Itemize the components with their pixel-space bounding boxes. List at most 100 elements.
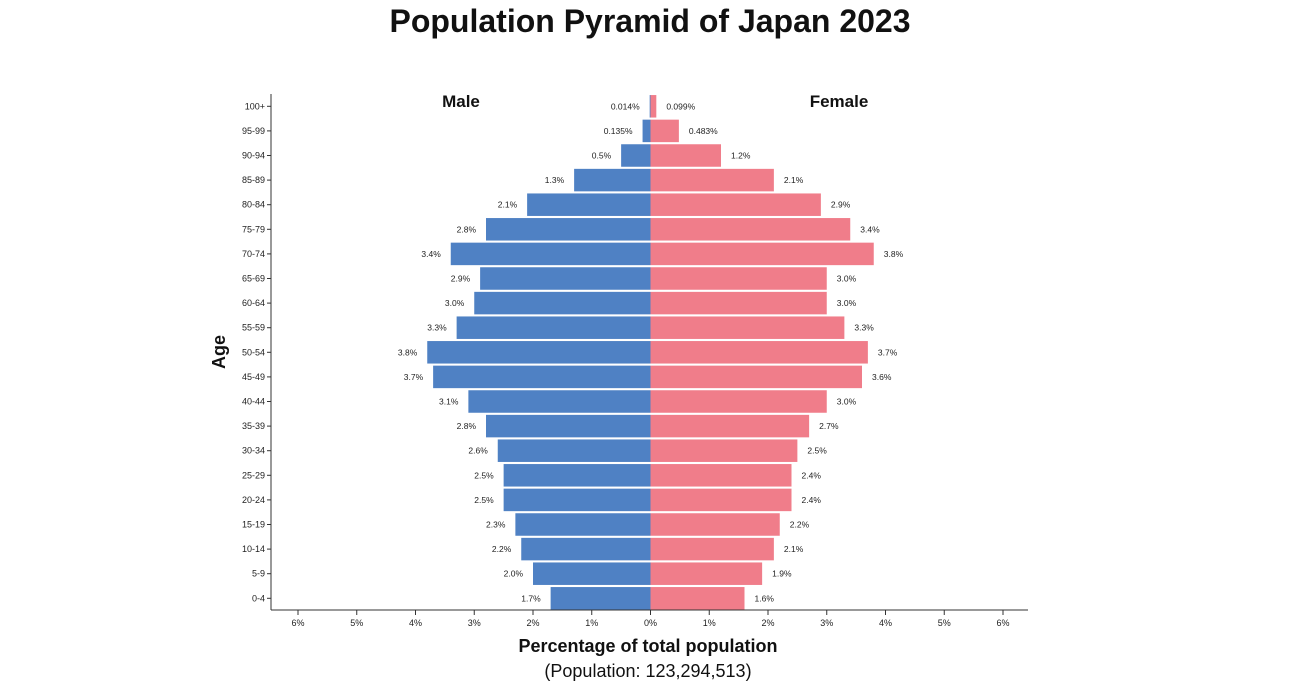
male-label-45-49: 3.7% bbox=[404, 372, 424, 382]
bars-group: 0.014% 0.099% 0.135% 0.483% 0.5% 1.2% 1.3% 2.1%… bbox=[398, 95, 904, 610]
male-label-10-14: 2.2% bbox=[492, 544, 512, 554]
y-tick-label-80-84: 80-84 bbox=[242, 200, 265, 210]
male-label-80-84: 2.1% bbox=[498, 200, 518, 210]
female-label-5-9: 1.9% bbox=[772, 569, 792, 579]
y-tick-label-65-69: 65-69 bbox=[242, 274, 265, 284]
male-bar-25-29 bbox=[503, 464, 651, 487]
y-tick-label-40-44: 40-44 bbox=[242, 397, 265, 407]
female-label-25-29: 2.4% bbox=[802, 470, 822, 480]
y-tick-label-5-9: 5-9 bbox=[252, 569, 265, 579]
male-label-90-94: 0.5% bbox=[592, 151, 612, 161]
female-bar-35-39 bbox=[650, 414, 810, 438]
male-bar-50-54 bbox=[427, 341, 651, 364]
male-label-30-34: 2.6% bbox=[468, 446, 488, 456]
y-tick-label-10-14: 10-14 bbox=[242, 544, 265, 554]
male-label-55-59: 3.3% bbox=[427, 323, 447, 333]
female-label-75-79: 3.4% bbox=[860, 224, 880, 234]
female-label-90-94: 1.2% bbox=[731, 151, 751, 161]
female-label-60-64: 3.0% bbox=[837, 298, 857, 308]
male-label-100plus: 0.014% bbox=[611, 101, 640, 111]
female-bar-90-94 bbox=[650, 144, 721, 167]
male-bar-15-19 bbox=[515, 513, 651, 536]
x-tick-label-9: 3% bbox=[820, 618, 833, 628]
female-label-40-44: 3.0% bbox=[837, 397, 857, 407]
population-subtitle: (Population: 123,294,513) bbox=[544, 661, 751, 681]
female-bar-25-29 bbox=[650, 464, 792, 487]
male-label-50-54: 3.8% bbox=[398, 347, 418, 357]
female-bar-80-84 bbox=[650, 193, 821, 216]
female-bar-75-79 bbox=[650, 218, 851, 241]
male-label-75-79: 2.8% bbox=[457, 224, 477, 234]
female-bar-20-24 bbox=[650, 488, 792, 512]
male-bar-5-9 bbox=[533, 562, 651, 585]
female-bar-55-59 bbox=[650, 316, 845, 339]
y-tick-label-55-59: 55-59 bbox=[242, 323, 265, 333]
x-tick-label-2: 4% bbox=[409, 618, 422, 628]
y-tick-label-100plus: 100+ bbox=[245, 101, 265, 111]
x-tick-label-6: 0% bbox=[644, 618, 657, 628]
female-bar-95-99 bbox=[650, 119, 679, 143]
female-label-70-74: 3.8% bbox=[884, 249, 904, 259]
female-label-95-99: 0.483% bbox=[689, 126, 718, 136]
male-label-95-99: 0.135% bbox=[604, 126, 633, 136]
male-bar-100plus bbox=[649, 95, 651, 118]
chart-title: Population Pyramid of Japan 2023 bbox=[389, 3, 911, 39]
female-bar-30-34 bbox=[650, 439, 798, 462]
female-bar-70-74 bbox=[650, 242, 874, 266]
x-tick-label-12: 6% bbox=[996, 618, 1009, 628]
male-bar-30-34 bbox=[497, 439, 651, 462]
y-tick-label-85-89: 85-89 bbox=[242, 175, 265, 185]
male-label-35-39: 2.8% bbox=[457, 421, 477, 431]
male-label-40-44: 3.1% bbox=[439, 397, 459, 407]
male-side-label: Male bbox=[442, 92, 480, 111]
female-bar-100plus bbox=[650, 95, 657, 118]
axes-group: 100+ 95-99 90-94 85-89 80-84 75-79 70-74 65-69 6… bbox=[242, 94, 1028, 628]
x-tick-label-5: 1% bbox=[585, 618, 598, 628]
x-tick-label-11: 5% bbox=[938, 618, 951, 628]
y-tick-label-75-79: 75-79 bbox=[242, 224, 265, 234]
y-tick-label-90-94: 90-94 bbox=[242, 151, 265, 161]
female-label-80-84: 2.9% bbox=[831, 200, 851, 210]
female-bar-40-44 bbox=[650, 390, 827, 413]
male-label-5-9: 2.0% bbox=[504, 569, 524, 579]
y-tick-label-45-49: 45-49 bbox=[242, 372, 265, 382]
female-label-100plus: 0.099% bbox=[666, 101, 695, 111]
female-bar-45-49 bbox=[650, 365, 862, 389]
male-bar-35-39 bbox=[486, 414, 651, 438]
female-label-15-19: 2.2% bbox=[790, 520, 810, 530]
y-tick-label-50-54: 50-54 bbox=[242, 347, 265, 357]
male-bar-55-59 bbox=[456, 316, 651, 339]
male-bar-10-14 bbox=[521, 537, 651, 561]
male-label-85-89: 1.3% bbox=[545, 175, 565, 185]
male-label-15-19: 2.3% bbox=[486, 520, 506, 530]
female-bar-5-9 bbox=[650, 562, 763, 585]
male-label-60-64: 3.0% bbox=[445, 298, 465, 308]
y-tick-label-35-39: 35-39 bbox=[242, 421, 265, 431]
female-bar-10-14 bbox=[650, 537, 774, 561]
male-bar-45-49 bbox=[433, 365, 651, 389]
female-label-55-59: 3.3% bbox=[854, 323, 874, 333]
male-bar-80-84 bbox=[527, 193, 651, 216]
y-tick-label-25-29: 25-29 bbox=[242, 470, 265, 480]
x-tick-label-10: 4% bbox=[879, 618, 892, 628]
male-bar-60-64 bbox=[474, 291, 651, 315]
female-label-10-14: 2.1% bbox=[784, 544, 804, 554]
female-bar-50-54 bbox=[650, 341, 868, 364]
y-tick-label-0-4: 0-4 bbox=[252, 593, 265, 603]
x-tick-label-8: 2% bbox=[761, 618, 774, 628]
female-label-20-24: 2.4% bbox=[802, 495, 822, 505]
x-tick-label-3: 3% bbox=[468, 618, 481, 628]
y-tick-label-20-24: 20-24 bbox=[242, 495, 265, 505]
male-bar-70-74 bbox=[450, 242, 651, 266]
male-bar-75-79 bbox=[486, 218, 651, 241]
female-bar-60-64 bbox=[650, 291, 827, 315]
x-tick-label-4: 2% bbox=[526, 618, 539, 628]
female-label-35-39: 2.7% bbox=[819, 421, 839, 431]
y-tick-label-95-99: 95-99 bbox=[242, 126, 265, 136]
male-bar-40-44 bbox=[468, 390, 651, 413]
male-label-20-24: 2.5% bbox=[474, 495, 494, 505]
female-label-0-4: 1.6% bbox=[755, 593, 775, 603]
x-tick-label-1: 5% bbox=[350, 618, 363, 628]
female-label-45-49: 3.6% bbox=[872, 372, 892, 382]
y-tick-label-30-34: 30-34 bbox=[242, 446, 265, 456]
